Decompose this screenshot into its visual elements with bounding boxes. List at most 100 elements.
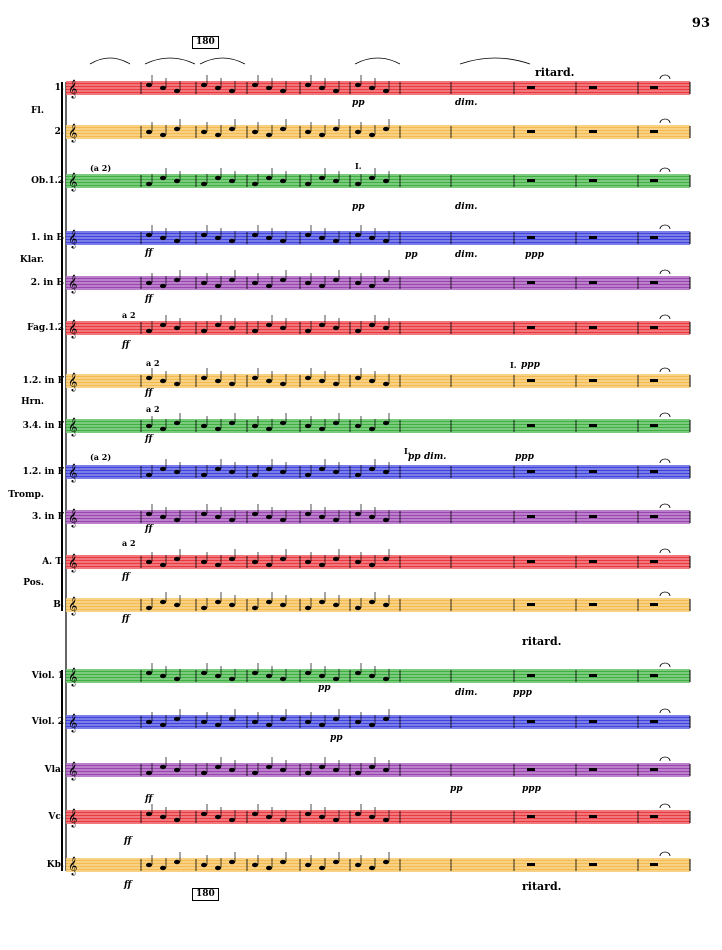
a2-trombone: a 2 <box>122 538 136 548</box>
note-head <box>201 129 207 135</box>
rehearsal-mark-top: 180 <box>192 36 219 49</box>
whole-rest <box>650 674 658 677</box>
note-head <box>333 381 339 387</box>
note-head <box>160 514 166 520</box>
fermata-mark <box>659 458 671 464</box>
note-head <box>305 232 311 238</box>
note-head <box>266 235 272 241</box>
dyn-viol1-ppp: ppp <box>513 688 532 698</box>
staff-label: 3. in F <box>31 512 64 522</box>
note-head <box>215 322 221 328</box>
note-head <box>333 676 339 682</box>
note-head <box>174 381 180 387</box>
note-head <box>266 599 272 605</box>
note-head <box>319 814 325 820</box>
note-head <box>201 770 207 776</box>
whole-rest <box>527 470 535 473</box>
note-head <box>280 767 286 773</box>
whole-rest <box>527 515 535 518</box>
note-head <box>305 719 311 725</box>
fermata-mark <box>659 167 671 173</box>
note-head <box>383 88 389 94</box>
group-label: Tromp. <box>8 490 44 500</box>
whole-rest <box>650 424 658 427</box>
staff-label: 2. in B <box>30 278 64 288</box>
clef-symbol: 𝄞 <box>68 229 77 249</box>
whole-rest <box>589 470 597 473</box>
note-head <box>215 132 221 138</box>
whole-rest <box>589 863 597 866</box>
note-head <box>355 129 361 135</box>
solo-trumpet: I. <box>404 446 411 456</box>
note-head <box>174 88 180 94</box>
note-head <box>355 232 361 238</box>
note-head <box>333 126 339 132</box>
clef-symbol: 𝄞 <box>68 667 77 687</box>
note-head <box>333 178 339 184</box>
note-head <box>146 511 152 517</box>
whole-rest <box>527 130 535 133</box>
clef-symbol: 𝄞 <box>68 274 77 294</box>
note-head <box>355 328 361 334</box>
note-head <box>280 817 286 823</box>
note-head <box>160 673 166 679</box>
note-head <box>355 82 361 88</box>
a2-horn-1: a 2 <box>146 358 160 368</box>
note-head <box>383 517 389 523</box>
whole-rest <box>527 179 535 182</box>
note-head <box>333 602 339 608</box>
note-head <box>174 277 180 283</box>
note-head <box>333 556 339 562</box>
whole-rest <box>589 281 597 284</box>
note-head <box>266 466 272 472</box>
note-head <box>146 375 152 381</box>
dyn-clar-pp: pp <box>405 250 418 260</box>
note-head <box>201 423 207 429</box>
note-head <box>252 511 258 517</box>
dyn-oboe-dim: dim. <box>455 202 478 212</box>
note-head <box>355 280 361 286</box>
note-head <box>160 466 166 472</box>
note-head <box>266 322 272 328</box>
note-head <box>266 175 272 181</box>
fermata-mark <box>659 503 671 509</box>
note-head <box>229 88 235 94</box>
note-head <box>266 814 272 820</box>
note-head <box>215 85 221 91</box>
dyn-viol1-pp: pp <box>318 683 331 693</box>
slur <box>354 57 401 65</box>
note-head <box>319 764 325 770</box>
note-head <box>369 562 375 568</box>
note-head <box>252 181 258 187</box>
note-head <box>160 175 166 181</box>
staff-label: Viol. 1 <box>31 671 64 681</box>
whole-rest <box>527 768 535 771</box>
note-head <box>201 375 207 381</box>
note-head <box>174 178 180 184</box>
note-head <box>174 817 180 823</box>
dyn-viola-pp: pp <box>450 784 463 794</box>
note-head <box>305 670 311 676</box>
tempo-marking-strings: ritard. <box>522 635 562 648</box>
clef-symbol: 𝄞 <box>68 713 77 733</box>
staff-label: B. <box>53 600 64 610</box>
note-head <box>146 423 152 429</box>
note-head <box>280 676 286 682</box>
whole-rest <box>589 326 597 329</box>
note-head <box>319 426 325 432</box>
fermata-mark <box>659 269 671 275</box>
note-head <box>146 811 152 817</box>
note-head <box>252 232 258 238</box>
note-head <box>229 602 235 608</box>
staff-label: 1. <box>54 83 64 93</box>
note-head <box>305 811 311 817</box>
note-head <box>146 862 152 868</box>
clef-symbol: 𝄞 <box>68 856 77 876</box>
note-head <box>201 280 207 286</box>
note-head <box>319 865 325 871</box>
note-head <box>355 375 361 381</box>
note-head <box>201 472 207 478</box>
note-head <box>355 472 361 478</box>
slur <box>459 57 531 65</box>
